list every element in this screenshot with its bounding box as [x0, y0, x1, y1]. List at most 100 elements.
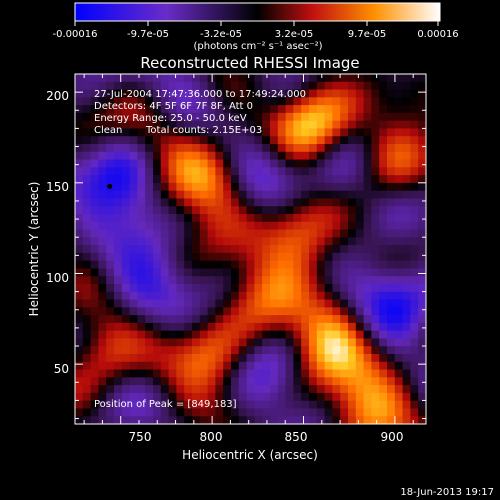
heatmap-cell	[262, 307, 271, 316]
heatmap-cell	[348, 400, 357, 410]
heatmap-cell	[238, 260, 248, 270]
heatmap-cell	[215, 252, 224, 262]
heatmap-cell	[153, 190, 162, 200]
heatmap-cell	[207, 392, 216, 402]
heatmap-cell	[114, 198, 123, 207]
heatmap-cell	[270, 221, 279, 231]
heatmap-cell	[309, 284, 318, 293]
heatmap-cell	[75, 369, 84, 378]
heatmap-cell	[348, 307, 357, 316]
heatmap-cell	[137, 291, 146, 301]
heatmap-cell	[387, 136, 396, 145]
heatmap-cell	[277, 338, 287, 347]
heatmap-cell	[316, 385, 326, 394]
heatmap-cell	[160, 315, 170, 324]
heatmap-cell	[277, 330, 287, 340]
heatmap-cell	[82, 182, 92, 192]
colorbar	[74, 2, 441, 22]
heatmap-cell	[394, 268, 404, 277]
heatmap-cell	[316, 112, 326, 122]
heatmap-cell	[293, 377, 302, 386]
heatmap-cell	[340, 112, 349, 122]
heatmap-cell	[262, 175, 271, 184]
heatmap-cell	[301, 245, 310, 254]
heatmap-cell	[145, 252, 154, 262]
heatmap-cell	[231, 167, 240, 176]
heatmap-cell	[90, 369, 99, 378]
heatmap-cell	[293, 252, 302, 262]
heatmap-cell	[262, 198, 271, 207]
heatmap-cell	[106, 229, 115, 238]
heatmap-cell	[90, 74, 99, 83]
heatmap-cell	[340, 128, 349, 137]
heatmap-cell	[215, 307, 224, 316]
heatmap-cell	[121, 221, 131, 231]
heatmap-cell	[285, 120, 294, 130]
heatmap-cell	[355, 112, 365, 122]
heatmap-cell	[293, 214, 302, 223]
heatmap-cell	[207, 190, 216, 200]
heatmap-cell	[418, 237, 426, 246]
heatmap-cell	[355, 245, 365, 254]
heatmap-cell	[355, 416, 365, 424]
heatmap-cell	[199, 159, 209, 168]
heatmap-cell	[145, 268, 154, 277]
heatmap-cell	[160, 229, 170, 238]
heatmap-cell	[363, 346, 372, 355]
heatmap-cell	[277, 182, 287, 192]
heatmap-cell	[82, 338, 92, 347]
heatmap-cell	[363, 416, 372, 424]
heatmap-cell	[410, 307, 419, 316]
heatmap-cell	[277, 377, 287, 386]
heatmap-cell	[262, 74, 271, 83]
heatmap-cell	[293, 322, 302, 332]
heatmap-cell	[277, 354, 287, 363]
heatmap-cell	[192, 385, 201, 394]
heatmap-cell	[199, 252, 209, 262]
heatmap-cell	[309, 400, 318, 410]
heatmap-cell	[106, 291, 115, 301]
heatmap-cell	[176, 346, 185, 355]
heatmap-cell	[114, 229, 123, 238]
chart-title: Reconstructed RHESSI Image	[140, 54, 359, 72]
heatmap-cell	[207, 175, 216, 184]
heatmap-cell	[262, 346, 271, 355]
heatmap-cell	[231, 361, 240, 371]
heatmap-cell	[90, 136, 99, 145]
heatmap-cell	[98, 175, 107, 184]
heatmap-cell	[340, 237, 349, 246]
heatmap-cell	[192, 159, 201, 168]
heatmap-cell	[98, 346, 107, 355]
heatmap-cell	[262, 330, 271, 340]
heatmap-cell	[231, 74, 240, 83]
heatmap-cell	[168, 299, 177, 308]
heatmap-cell	[90, 229, 99, 238]
heatmap-cell	[238, 144, 248, 153]
heatmap-cell	[98, 268, 107, 277]
heatmap-cell	[262, 276, 271, 285]
heatmap-cell	[270, 105, 279, 114]
heatmap-cell	[285, 322, 294, 332]
heatmap-cell	[98, 338, 107, 347]
heatmap-cell	[207, 206, 216, 215]
heatmap-cell	[168, 408, 177, 417]
heatmap-cell	[348, 354, 357, 363]
heatmap-cell	[379, 112, 388, 122]
heatmap-cell	[90, 245, 99, 254]
heatmap-cell	[215, 338, 224, 347]
heatmap-cell	[410, 361, 419, 371]
heatmap-cell	[114, 408, 123, 417]
heatmap-cell	[262, 167, 271, 176]
heatmap-cell	[309, 105, 318, 114]
heatmap-cell	[215, 74, 224, 83]
heatmap-cell	[324, 408, 333, 417]
heatmap-cell	[75, 97, 84, 106]
heatmap-cell	[332, 167, 341, 176]
heatmap-cell	[394, 214, 404, 223]
heatmap-cell	[98, 299, 107, 308]
heatmap-cell	[277, 260, 287, 270]
heatmap-cell	[301, 338, 310, 347]
heatmap-cell	[332, 291, 341, 301]
heatmap-cell	[82, 260, 92, 270]
heatmap-cell	[238, 198, 248, 207]
